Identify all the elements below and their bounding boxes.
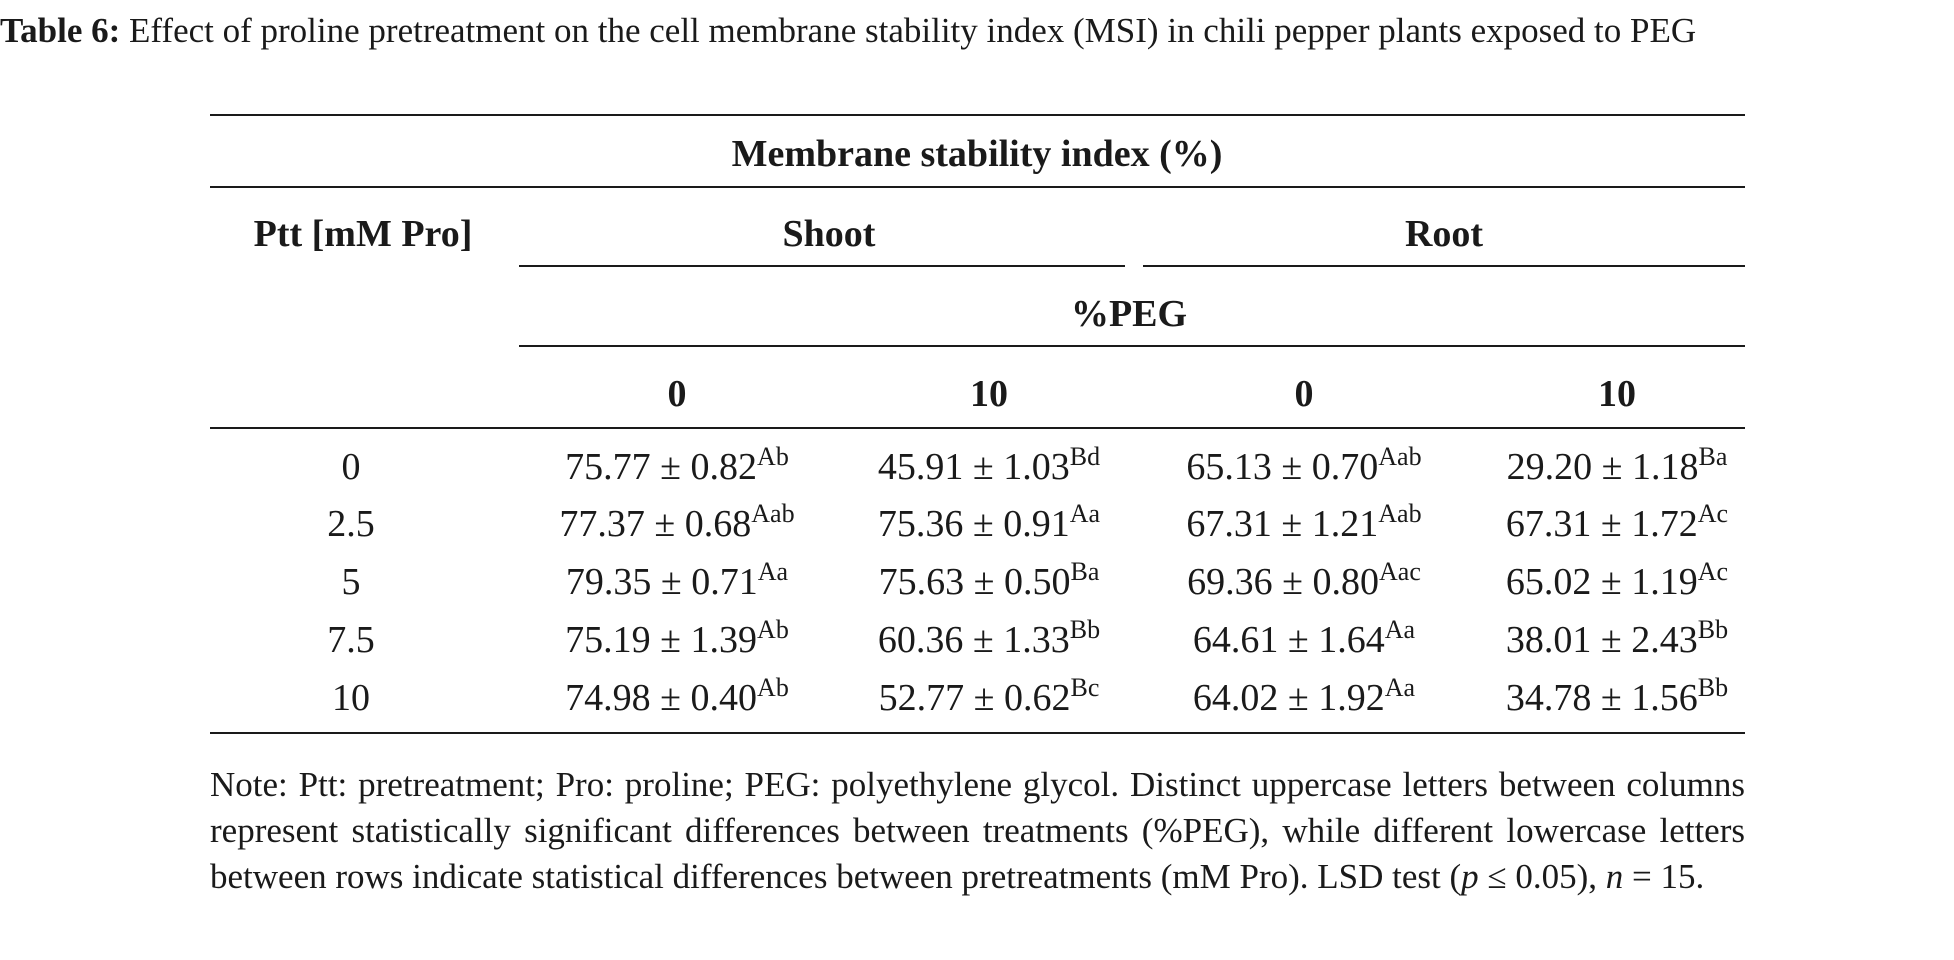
group-shoot: Shoot	[782, 213, 876, 255]
row-label: 2.5	[327, 503, 375, 545]
table-cell: 67.31 ± 1.72Ac	[1505, 499, 1729, 546]
caption-text: Effect of proline pretreatment on the ce…	[120, 11, 1697, 50]
table-cell: 74.98 ± 0.40Ab	[565, 673, 789, 720]
table-cell: 75.19 ± 1.39Ab	[565, 615, 789, 662]
row-label: 0	[341, 446, 361, 488]
row-label: 10	[332, 677, 370, 719]
caption-label: Table 6:	[0, 11, 121, 50]
shoot-rule	[519, 265, 1125, 267]
table-cell: 60.36 ± 1.33Bb	[877, 615, 1101, 662]
table-cell: 67.31 ± 1.21Aab	[1186, 499, 1422, 546]
level-shoot-10: 10	[970, 373, 1008, 415]
level-root-10: 10	[1598, 373, 1636, 415]
table-cell: 79.35 ± 0.71Aa	[565, 557, 789, 604]
table-cell: 69.36 ± 0.80Aac	[1187, 557, 1421, 604]
table-cell: 65.13 ± 0.70Aab	[1186, 442, 1422, 489]
header-rule	[210, 427, 1745, 429]
table-cell: 38.01 ± 2.43Bb	[1505, 615, 1729, 662]
group-root: Root	[1404, 213, 1484, 255]
table-cell: 45.91 ± 1.03Bd	[877, 442, 1101, 489]
table-cell: 64.02 ± 1.92Aa	[1192, 673, 1416, 720]
table-cell: 75.77 ± 0.82Ab	[565, 442, 789, 489]
row-label: 7.5	[327, 619, 375, 661]
table-cell: 75.63 ± 0.50Ba	[878, 557, 1100, 604]
table-cell: 77.37 ± 0.68Aab	[559, 499, 795, 546]
table-cell: 34.78 ± 1.56Bb	[1505, 673, 1729, 720]
row-header: Ptt [mM Pro]	[253, 213, 473, 255]
root-rule	[1143, 265, 1745, 267]
peg-rule	[519, 345, 1745, 347]
peg-subheader: %PEG	[1070, 293, 1188, 335]
bottom-rule	[210, 732, 1745, 734]
table-cell: 75.36 ± 0.91Aa	[877, 499, 1101, 546]
table-cell: 29.20 ± 1.18Ba	[1506, 442, 1728, 489]
table-cell: 64.61 ± 1.64Aa	[1192, 615, 1416, 662]
row-label: 5	[341, 561, 361, 603]
table-title: Membrane stability index (%)	[731, 133, 1223, 175]
level-shoot-0: 0	[667, 373, 687, 415]
top-rule	[210, 114, 1745, 116]
title-rule	[210, 186, 1745, 188]
table-cell: 65.02 ± 1.19Ac	[1505, 557, 1729, 604]
table-cell: 52.77 ± 0.62Bc	[878, 673, 1100, 720]
table-note: Note: Ptt: pretreatment; Pro: proline; P…	[210, 765, 1745, 896]
table-caption: Table 6: Effect of proline pretreatment …	[0, 8, 1950, 54]
level-root-0: 0	[1294, 373, 1314, 415]
